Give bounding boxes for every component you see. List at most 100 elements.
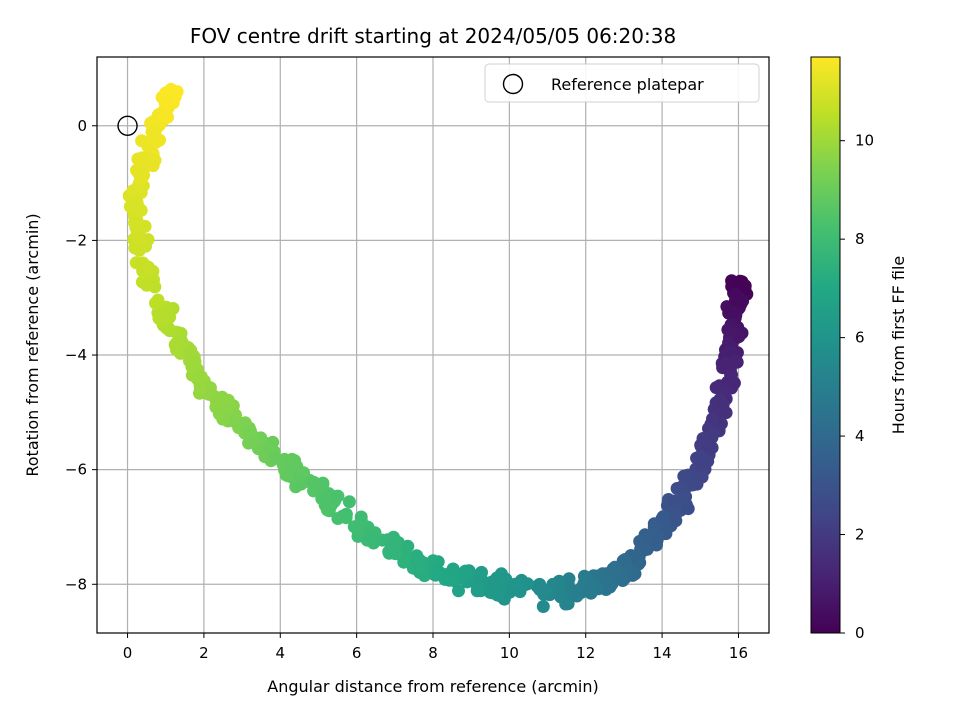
scatter-point (164, 82, 178, 96)
colorbar-tick-label: 2 (855, 526, 865, 544)
y-tick-label: −8 (65, 575, 87, 593)
colorbar-tick-label: 4 (855, 427, 865, 445)
scatter-point (675, 480, 689, 494)
legend-marker-circle (502, 73, 524, 95)
scatter-point (650, 529, 664, 543)
scatter-point (134, 257, 148, 271)
scatter-point (413, 560, 427, 574)
scatter-point (438, 572, 452, 586)
scatter-point (149, 123, 163, 137)
scatter-point (485, 584, 499, 598)
scatter-point (151, 293, 165, 307)
scatter-point (244, 424, 257, 438)
x-axis-label: Angular distance from reference (arcmin) (267, 677, 598, 696)
scatter-point (319, 494, 333, 508)
scatter-point (681, 502, 695, 516)
x-tick-label: 6 (352, 644, 362, 662)
scatter-point (209, 394, 223, 408)
scatter-point (159, 110, 173, 124)
scatter-point (452, 584, 465, 598)
scatter-point (295, 466, 309, 480)
scatter-point (508, 577, 522, 591)
y-tick-label: −4 (65, 346, 87, 364)
colorbar-label: Hours from first FF file (889, 256, 908, 435)
colorbar-tick-label: 8 (855, 230, 865, 248)
scatter-point (307, 475, 321, 489)
scatter-point (696, 432, 710, 445)
scatter-point (584, 586, 598, 600)
scatter-point (268, 451, 282, 465)
scatter-point (668, 494, 682, 508)
scatter-point (123, 200, 137, 213)
legend: Reference platepar (484, 63, 760, 103)
scatter-point (695, 457, 709, 471)
scatter-point (193, 382, 207, 396)
scatter-point (188, 355, 202, 369)
scatter-point (726, 305, 740, 319)
scatter-point (342, 495, 356, 509)
x-tick-label: 12 (576, 644, 595, 662)
scatter-point (192, 369, 206, 383)
scatter-point (709, 381, 723, 395)
x-tick-label: 14 (653, 644, 672, 662)
scatter-point (331, 489, 345, 503)
scatter-point (695, 470, 709, 484)
scatter-point (365, 532, 379, 546)
scatter-point (146, 159, 160, 173)
scatter-point (385, 539, 399, 553)
scatter-point (656, 510, 670, 524)
y-axis-ticks: 0 −2 −4 −6 −8 (65, 117, 97, 593)
x-tick-label: 8 (428, 644, 438, 662)
y-axis-label: Rotation from reference (arcmin) (23, 213, 42, 476)
scatter-points (117, 82, 754, 613)
x-tick-label: 10 (500, 644, 519, 662)
scatter-point (354, 513, 368, 527)
scatter-point (600, 572, 614, 586)
colorbar-tick-label: 6 (855, 329, 865, 347)
scatter-point (475, 565, 488, 579)
x-axis-ticks: 0 2 4 6 8 10 12 14 16 (123, 633, 748, 662)
scatter-point (562, 572, 576, 586)
colorbar-tick-label: 10 (855, 132, 874, 150)
scatter-point (283, 461, 297, 475)
scatter-point (724, 368, 738, 382)
legend-entry-label: Reference platepar (551, 75, 704, 94)
y-tick-label: 0 (77, 117, 87, 135)
scatter-point (140, 267, 154, 281)
scatter-point (160, 95, 174, 109)
scatter-point (132, 243, 146, 257)
scatter-point (730, 355, 744, 369)
scatter-point (724, 345, 738, 358)
scatter-point (707, 426, 721, 440)
scatter-point (126, 184, 140, 198)
scatter-point (133, 233, 147, 247)
y-tick-label: −6 (65, 461, 87, 479)
x-tick-label: 2 (199, 644, 209, 662)
scatter-point (732, 330, 746, 344)
colorbar: 0 2 4 6 8 10 Hours from first FF file (810, 56, 908, 642)
scatter-point (140, 278, 154, 292)
scatter-point (398, 544, 412, 558)
scatter-point (339, 511, 353, 525)
scatter-point (607, 563, 621, 577)
scatter-point (397, 555, 411, 569)
colorbar-gradient (810, 56, 841, 634)
scatter-point (552, 584, 566, 598)
scatter-point (618, 553, 632, 567)
scatter-point (170, 336, 184, 350)
scatter-point (137, 169, 150, 182)
scatter-point (536, 600, 550, 613)
colorbar-ticks: 0 2 4 6 8 10 (840, 132, 874, 642)
scatter-point (128, 216, 142, 230)
reference-platepar-marker (117, 115, 138, 136)
scatter-point (156, 314, 170, 328)
x-tick-label: 0 (123, 644, 133, 662)
y-tick-label: −2 (65, 231, 87, 249)
legend-box (484, 63, 760, 103)
scatter-point (559, 597, 573, 611)
scatter-point (677, 469, 691, 483)
grid (97, 57, 769, 633)
scatter-point (537, 583, 551, 597)
chart-title: FOV centre drift starting at 2024/05/05 … (190, 24, 676, 48)
scatter-point (714, 399, 728, 413)
